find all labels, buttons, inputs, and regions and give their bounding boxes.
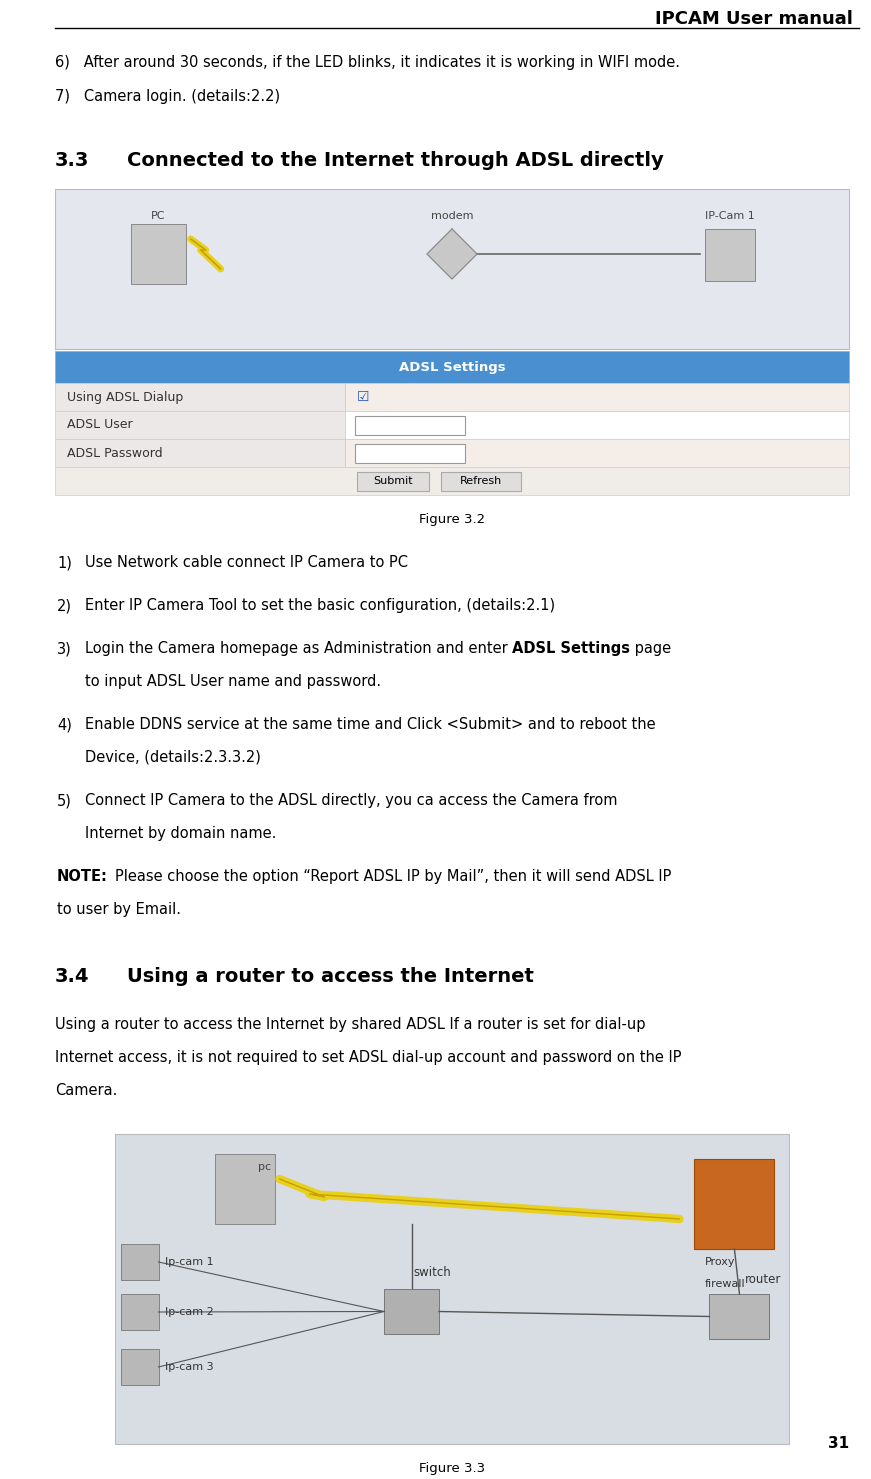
- Bar: [55, 351, 849, 383]
- Text: modem: modem: [431, 211, 473, 220]
- Bar: [115, 1134, 789, 1444]
- Text: IPCAM User manual: IPCAM User manual: [655, 10, 853, 28]
- Text: 3.3: 3.3: [55, 151, 90, 170]
- Text: Connect IP Camera to the ADSL directly, you ca access the Camera from: Connect IP Camera to the ADSL directly, …: [85, 793, 618, 808]
- Text: Using a router to access the Internet: Using a router to access the Internet: [127, 967, 534, 986]
- Text: PC: PC: [151, 211, 165, 220]
- Bar: [55, 189, 849, 349]
- Text: ADSL User: ADSL User: [67, 419, 132, 432]
- Text: ☑: ☑: [357, 390, 369, 404]
- Text: 3): 3): [57, 640, 71, 657]
- Text: Ip-cam 2: Ip-cam 2: [165, 1307, 213, 1316]
- Bar: [705, 229, 755, 281]
- Text: 3.4: 3.4: [55, 967, 90, 986]
- Text: Figure 3.3: Figure 3.3: [419, 1463, 485, 1475]
- Text: ADSL Password: ADSL Password: [67, 447, 163, 460]
- Text: Figure 3.2: Figure 3.2: [419, 513, 485, 527]
- Text: 5): 5): [57, 793, 72, 808]
- Text: 1): 1): [57, 555, 72, 569]
- Text: ADSL Settings: ADSL Settings: [399, 361, 505, 374]
- Text: 7)   Camera login. (details:2.2): 7) Camera login. (details:2.2): [55, 89, 280, 104]
- Text: Internet by domain name.: Internet by domain name.: [85, 825, 276, 842]
- Text: Ip-cam 1: Ip-cam 1: [165, 1257, 213, 1268]
- Text: Connected to the Internet through ADSL directly: Connected to the Internet through ADSL d…: [127, 151, 664, 170]
- Text: 4): 4): [57, 717, 72, 732]
- Text: Submit: Submit: [373, 476, 413, 487]
- Text: Refresh: Refresh: [460, 476, 502, 487]
- Bar: [131, 223, 186, 284]
- Text: firewall: firewall: [705, 1279, 745, 1290]
- Text: Enter IP Camera Tool to set the basic configuration, (details:2.1): Enter IP Camera Tool to set the basic co…: [85, 598, 555, 612]
- Text: Using a router to access the Internet by shared ADSL If a router is set for dial: Using a router to access the Internet by…: [55, 1018, 645, 1032]
- Bar: [710, 1294, 769, 1338]
- Text: 31: 31: [827, 1436, 849, 1451]
- Text: Camera.: Camera.: [55, 1083, 118, 1097]
- Text: switch: switch: [414, 1266, 451, 1279]
- Bar: [694, 1160, 774, 1248]
- Text: to input ADSL User name and password.: to input ADSL User name and password.: [85, 674, 381, 689]
- Text: page: page: [631, 640, 672, 657]
- Text: NOTE:: NOTE:: [57, 870, 108, 884]
- Bar: [354, 444, 465, 463]
- Bar: [214, 1154, 274, 1225]
- Text: Ip-cam 3: Ip-cam 3: [165, 1362, 213, 1373]
- Text: Device, (details:2.3.3.2): Device, (details:2.3.3.2): [85, 750, 261, 765]
- Bar: [345, 383, 849, 411]
- Text: pc: pc: [258, 1162, 271, 1171]
- Text: Use Network cable connect IP Camera to PC: Use Network cable connect IP Camera to P…: [85, 555, 408, 569]
- Bar: [384, 1290, 439, 1334]
- Text: 2): 2): [57, 598, 72, 612]
- Bar: [120, 1294, 159, 1330]
- Bar: [55, 467, 849, 495]
- Text: Enable DDNS service at the same time and Click <Submit> and to reboot the: Enable DDNS service at the same time and…: [85, 717, 656, 732]
- Polygon shape: [427, 229, 477, 280]
- Text: Using ADSL Dialup: Using ADSL Dialup: [67, 390, 183, 404]
- Text: 6)   After around 30 seconds, if the LED blinks, it indicates it is working in W: 6) After around 30 seconds, if the LED b…: [55, 55, 680, 70]
- Text: Please choose the option “Report ADSL IP by Mail”, then it will send ADSL IP: Please choose the option “Report ADSL IP…: [115, 870, 672, 884]
- Bar: [55, 439, 345, 467]
- Bar: [55, 383, 345, 411]
- Bar: [357, 472, 429, 491]
- Text: router: router: [745, 1273, 780, 1287]
- Text: Proxy: Proxy: [705, 1257, 735, 1268]
- Bar: [55, 411, 345, 439]
- Text: Login the Camera homepage as Administration and enter: Login the Camera homepage as Administrat…: [85, 640, 512, 657]
- Text: ADSL Settings: ADSL Settings: [512, 640, 631, 657]
- Bar: [345, 411, 849, 439]
- Bar: [120, 1244, 159, 1279]
- Text: to user by Email.: to user by Email.: [57, 902, 181, 917]
- Bar: [354, 416, 465, 435]
- Bar: [441, 472, 521, 491]
- Text: Internet access, it is not required to set ADSL dial-up account and password on : Internet access, it is not required to s…: [55, 1050, 681, 1065]
- Bar: [120, 1349, 159, 1384]
- Text: IP-Cam 1: IP-Cam 1: [705, 211, 755, 220]
- Bar: [345, 439, 849, 467]
